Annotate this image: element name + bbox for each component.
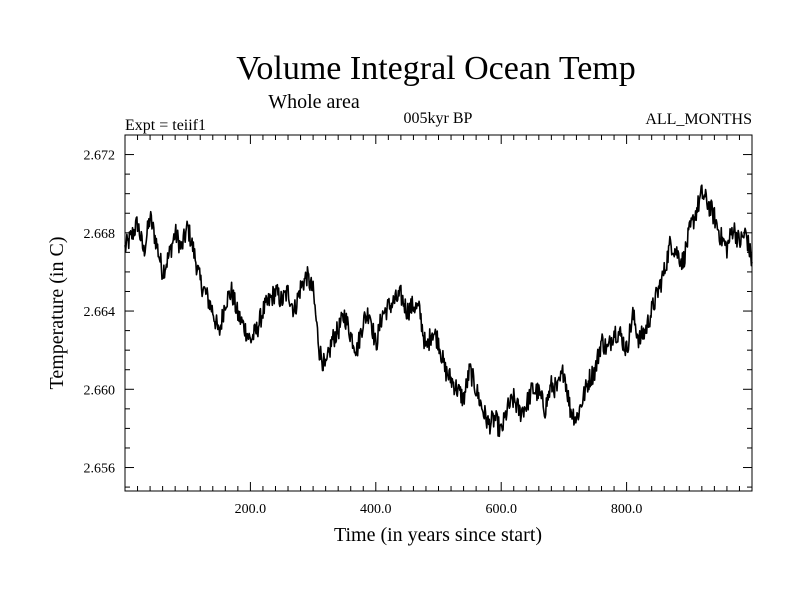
x-tick-label: 200.0 [235, 502, 267, 517]
series-layer [124, 184, 753, 438]
y-tick-label: 2.656 [84, 462, 116, 477]
chart-subtitle: Whole area [268, 91, 360, 113]
y-tick-label: 2.668 [84, 227, 116, 242]
x-tick-label: 400.0 [360, 502, 392, 517]
y-axis-label: Temperature (in C) [46, 237, 68, 390]
period-label: 005kyr BP [404, 110, 473, 127]
y-axis: 2.656 2.660 2.664 2.668 2.672 [84, 134, 752, 488]
chart-title: Volume Integral Ocean Temp [236, 50, 636, 87]
y-tick-label: 2.664 [84, 305, 116, 320]
experiment-label: Expt = teiif1 [125, 117, 206, 134]
months-label: ALL_MONTHS [645, 111, 752, 128]
x-axis: 200.0 400.0 600.0 800.0 [137, 135, 740, 517]
y-tick-label: 2.660 [84, 383, 116, 398]
y-tick-label: 2.672 [84, 149, 116, 164]
x-tick-label: 800.0 [611, 502, 643, 517]
x-tick-label: 600.0 [485, 502, 517, 517]
x-axis-label: Time (in years since start) [334, 524, 542, 546]
series-line [124, 184, 753, 438]
